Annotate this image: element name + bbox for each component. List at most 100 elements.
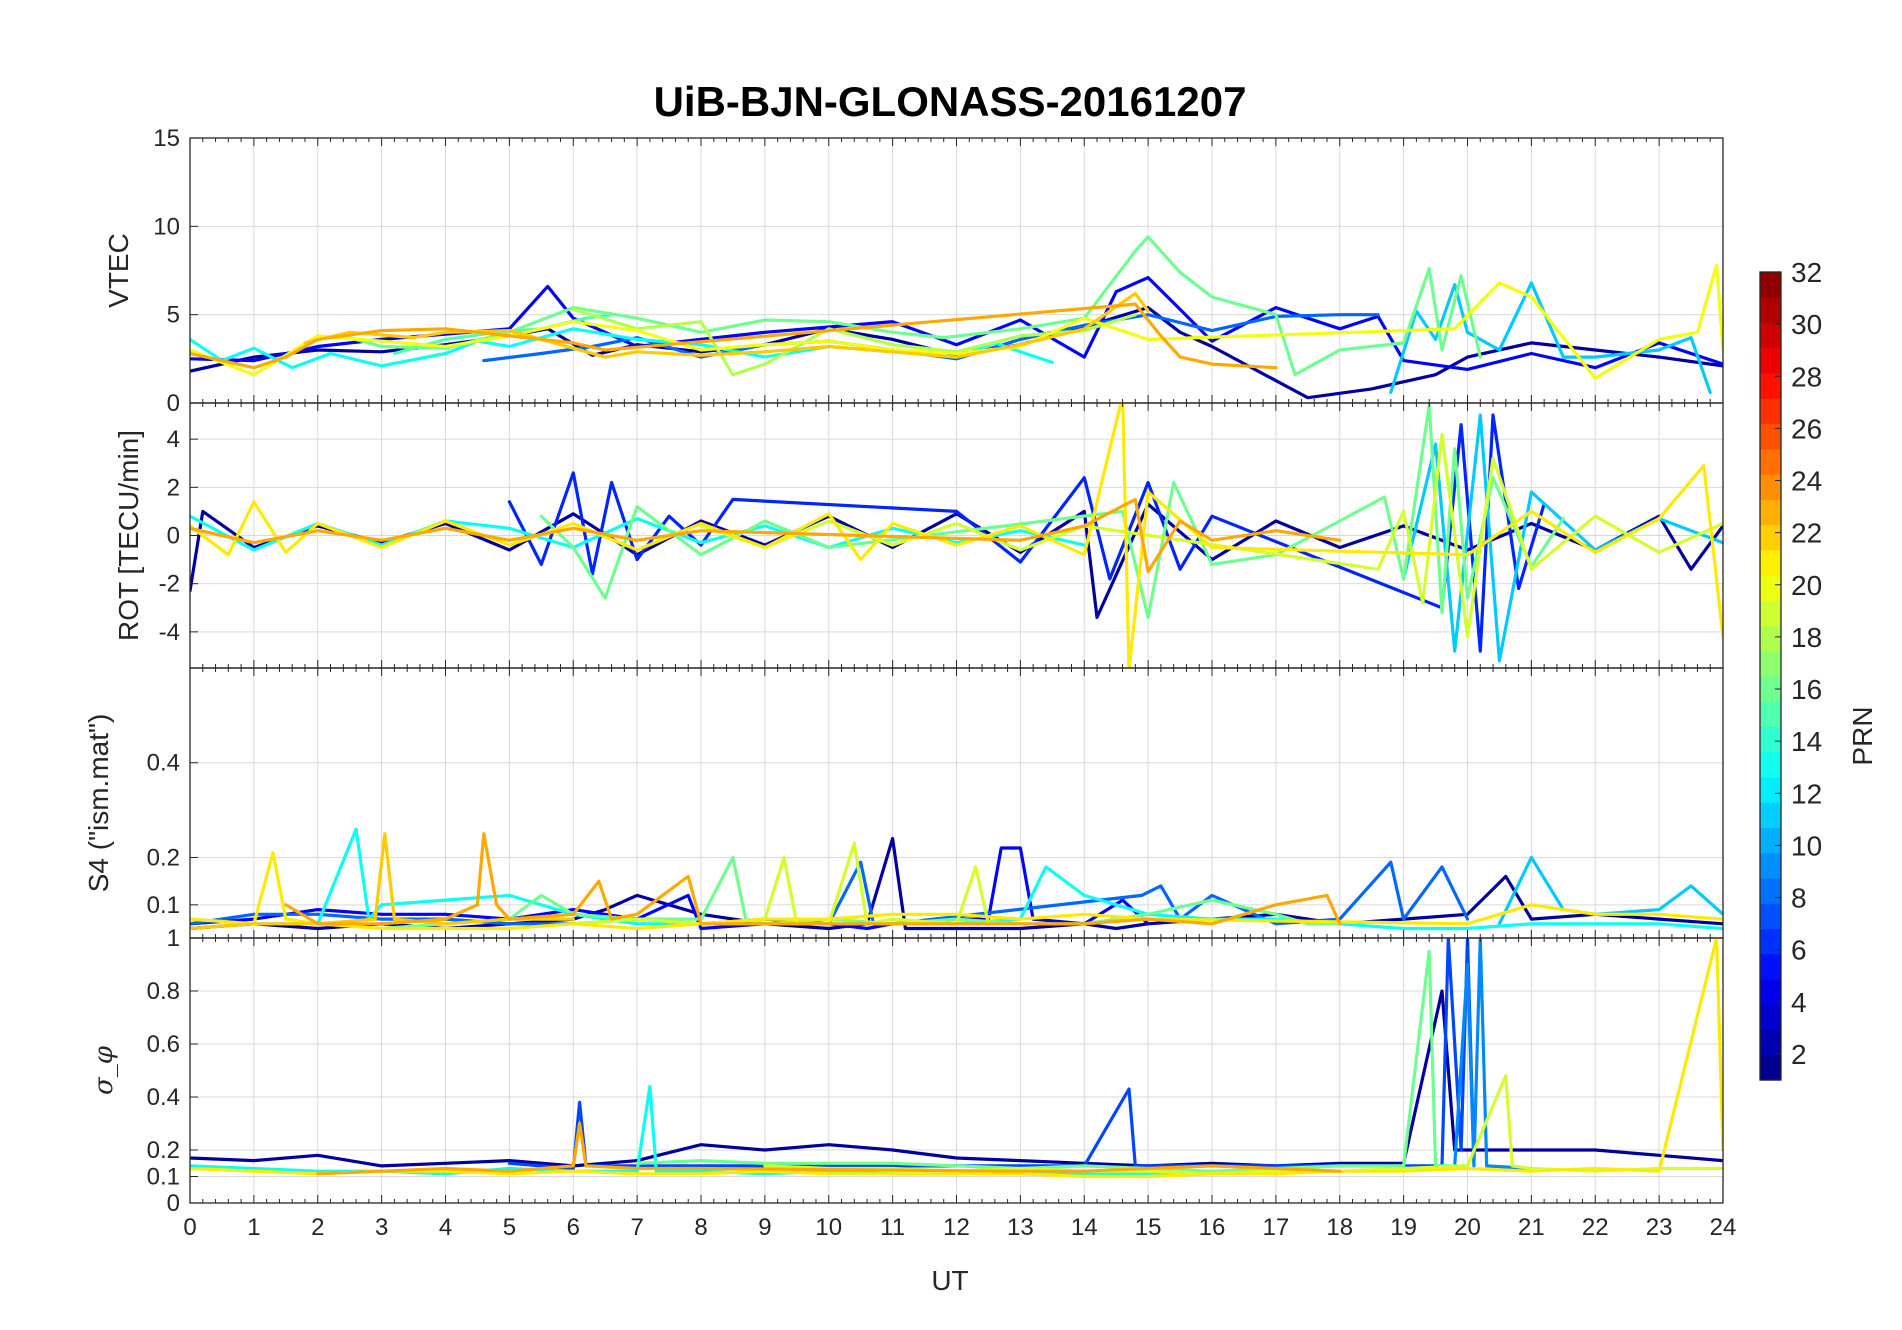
series-prn-20 xyxy=(190,263,1723,380)
series-prn-22 xyxy=(303,291,1150,359)
x-tick-label: 19 xyxy=(1390,1214,1417,1241)
y-tick-label: 0.4 xyxy=(147,1084,180,1111)
y-tick-label: 10 xyxy=(153,213,180,240)
colorbar-swatch xyxy=(1760,726,1781,753)
x-tick-label: 23 xyxy=(1646,1214,1673,1241)
panel-s4: 0.1 0.2 0.4 S4 ("ism.mat") xyxy=(83,667,1724,939)
series-prn-23 xyxy=(190,497,1342,574)
y-tick-label: -2 xyxy=(159,571,180,598)
y-tick-label: 1 xyxy=(167,925,180,952)
x-tick-label: 8 xyxy=(694,1214,707,1241)
panel-sigma: 00.10.20.40.60.81σ_φ0 1 2 3 4 5 6 7 8 9 10 11 12 13 14… xyxy=(89,925,1736,1241)
colorbar-tick-label: 18 xyxy=(1791,622,1822,653)
x-tick-label: 20 xyxy=(1454,1214,1481,1241)
colorbar-tick-label: 12 xyxy=(1791,778,1822,809)
x-tick-label: 1 xyxy=(247,1214,260,1241)
y-tick-label: -4 xyxy=(159,619,180,646)
x-tick-label: 7 xyxy=(630,1214,643,1241)
x-tick-label: 9 xyxy=(758,1214,771,1241)
x-tick-label: 13 xyxy=(1007,1214,1034,1241)
y-axis-label: VTEC xyxy=(103,233,134,308)
x-tick-label: 17 xyxy=(1263,1214,1290,1241)
colorbar-swatch xyxy=(1760,1054,1781,1081)
colorbar-swatch xyxy=(1760,625,1781,652)
series-prn-23 xyxy=(190,302,1278,370)
colorbar-swatch xyxy=(1760,802,1781,829)
y-tick-label: 5 xyxy=(167,302,180,329)
colorbar-swatch xyxy=(1760,322,1781,349)
y-tick-label: 0.8 xyxy=(147,978,180,1005)
y-tick-label: 0 xyxy=(167,1190,180,1217)
colorbar-swatch xyxy=(1760,701,1781,728)
colorbar-swatch xyxy=(1760,549,1781,576)
y-tick-label: 4 xyxy=(167,426,180,453)
series-prn-22 xyxy=(190,832,575,931)
x-tick-label: 6 xyxy=(567,1214,580,1241)
series-prn-18 xyxy=(571,307,1137,377)
y-axis-label: σ_φ xyxy=(89,1045,119,1095)
colorbar-swatch xyxy=(1760,499,1781,526)
colorbar-swatch xyxy=(1760,928,1781,955)
x-tick-label: 21 xyxy=(1518,1214,1545,1241)
colorbar-tick-label: 6 xyxy=(1791,935,1807,966)
colorbar-swatch xyxy=(1760,373,1781,399)
colorbar-swatch xyxy=(1760,650,1781,677)
x-tick-label: 22 xyxy=(1582,1214,1609,1241)
x-tick-label: 2 xyxy=(311,1214,324,1241)
colorbar-label: PRN xyxy=(1847,706,1878,765)
colorbar-tick-label: 30 xyxy=(1791,309,1822,340)
y-tick-label: 0.4 xyxy=(147,750,180,777)
colorbar-tick-label: 24 xyxy=(1791,466,1822,497)
colorbar-tick-label: 22 xyxy=(1791,518,1822,549)
series-prn-19 xyxy=(763,1074,1723,1176)
series-prn-2 xyxy=(190,989,1723,1168)
x-tick-label: 5 xyxy=(503,1214,516,1241)
chart-title: UiB-BJN-GLONASS-20161207 xyxy=(654,78,1247,125)
colorbar-swatch xyxy=(1760,1029,1781,1056)
traces-s4 xyxy=(190,827,1723,931)
series-prn-9 xyxy=(1453,938,1533,1171)
series-prn-23 xyxy=(316,1121,1342,1176)
colorbar-swatch xyxy=(1760,903,1781,930)
y-axis-label: ROT [TECU/min] xyxy=(113,430,144,641)
traces-sigma xyxy=(190,938,1723,1179)
x-tick-label: 10 xyxy=(815,1214,842,1241)
series-prn-21 xyxy=(190,938,1723,1179)
colorbar-swatch xyxy=(1760,676,1781,702)
x-axis-label: UT xyxy=(931,1265,968,1296)
colorbar-swatch xyxy=(1760,777,1781,803)
y-tick-label: 0.2 xyxy=(147,1137,180,1164)
y-tick-label: 0.1 xyxy=(147,1164,180,1191)
colorbar-tick-label: 10 xyxy=(1791,830,1822,861)
colorbar-tick-label: 14 xyxy=(1791,726,1822,757)
y-tick-label: 0 xyxy=(167,523,180,550)
colorbar-swatch xyxy=(1760,524,1781,551)
colorbar-tick-label: 20 xyxy=(1791,570,1822,601)
colorbar-swatch xyxy=(1760,272,1781,298)
x-tick-label: 18 xyxy=(1326,1214,1353,1241)
traces-vtec xyxy=(190,235,1723,400)
y-tick-label: 0.6 xyxy=(147,1031,180,1058)
colorbar-frame xyxy=(1759,271,1782,1081)
x-tick-label: 16 xyxy=(1199,1214,1226,1241)
colorbar-tick-label: 2 xyxy=(1791,1039,1807,1070)
series-prn-16 xyxy=(539,403,1565,619)
y-tick-label: 0.1 xyxy=(147,892,180,919)
colorbar-tick-label: 26 xyxy=(1791,413,1822,444)
series-prn-11 xyxy=(1389,281,1712,394)
colorbar-tick-label: 4 xyxy=(1791,987,1807,1018)
colorbar-tick-label: 32 xyxy=(1791,257,1822,288)
colorbar-swatch xyxy=(1760,575,1781,601)
y-tick-label: 15 xyxy=(153,125,180,152)
colorbar-swatch xyxy=(1760,827,1781,854)
x-tick-label: 11 xyxy=(880,1214,905,1241)
colorbar-swatch xyxy=(1760,297,1781,324)
colorbar-tick-label: 16 xyxy=(1791,674,1822,705)
colorbar-swatch xyxy=(1760,448,1781,475)
x-tick-label: 14 xyxy=(1071,1214,1098,1241)
panel-vtec: 0 5 10 15 VTEC xyxy=(103,125,1724,417)
series-prn-16 xyxy=(635,949,1470,1173)
